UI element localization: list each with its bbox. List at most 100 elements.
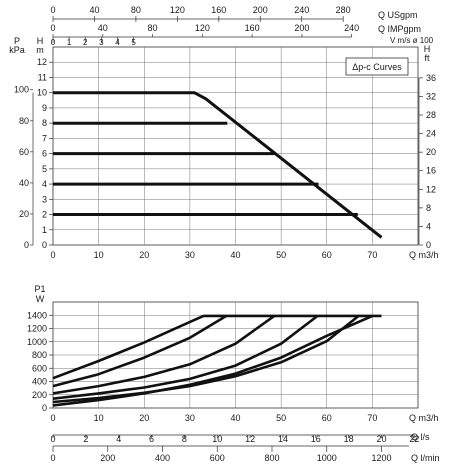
x-tick-label: 0 — [50, 250, 55, 260]
meters-axis-label: H — [37, 36, 44, 46]
ls-tick-label: 6 — [149, 434, 154, 444]
velocity-axis-label: V m/s ø 100 — [390, 36, 434, 45]
x-tick-label: 0 — [50, 413, 55, 423]
usgpm-tick-label: 40 — [89, 5, 99, 15]
lmin-tick-label: 0 — [50, 453, 55, 463]
kpa-tick-label: 80 — [19, 116, 29, 126]
x-tick-label: 50 — [276, 413, 286, 423]
power-series-6 — [52, 314, 373, 407]
velocity-tick-label: 1 — [67, 38, 72, 47]
legend-text: Δp-c Curves — [352, 62, 402, 72]
impgpm-tick-label: 80 — [148, 23, 158, 33]
feet-tick-label: 12 — [426, 184, 436, 194]
meters-tick-label: 12 — [37, 57, 47, 67]
feet-tick-label: 16 — [426, 166, 436, 176]
x-tick-label: 40 — [230, 250, 240, 260]
x-tick-label: 20 — [139, 250, 149, 260]
kpa-tick-label: 60 — [19, 147, 29, 157]
feet-axis-unit: ft — [424, 53, 430, 63]
lmin-tick-label: 200 — [100, 453, 115, 463]
x-tick-label: 10 — [94, 413, 104, 423]
x-tick-label: 30 — [185, 250, 195, 260]
impgpm-axis-label: Q IMPgpm — [378, 24, 421, 34]
meters-axis-unit: m — [36, 45, 44, 55]
meters-tick-label: 3 — [42, 194, 47, 204]
ls-axis-label: Q l/s — [411, 432, 430, 442]
feet-tick-label: 36 — [426, 73, 436, 83]
ls-tick-label: 14 — [278, 434, 288, 444]
x-tick-label: 50 — [276, 250, 286, 260]
usgpm-tick-label: 200 — [253, 5, 268, 15]
legend-box — [345, 57, 409, 76]
meters-tick-label: 7 — [42, 133, 47, 143]
velocity-tick-label: 3 — [99, 38, 104, 47]
meters-tick-label: 1 — [42, 225, 47, 235]
feet-tick-label: 20 — [426, 147, 436, 157]
feet-tick-label: 24 — [426, 129, 436, 139]
lmin-tick-label: 600 — [210, 453, 225, 463]
meters-tick-label: 4 — [42, 179, 47, 189]
x-tick-label: 70 — [367, 413, 377, 423]
lmin-tick-label: 800 — [264, 453, 279, 463]
lmin-tick-label: 400 — [155, 453, 170, 463]
kpa-tick-label: 20 — [19, 209, 29, 219]
x-tick-label: 30 — [185, 413, 195, 423]
x-tick-label: 70 — [367, 250, 377, 260]
x-tick-label: 60 — [322, 413, 332, 423]
power-series-2 — [52, 314, 228, 388]
ls-tick-label: 10 — [212, 434, 222, 444]
lmin-axis-label: Q l/min — [411, 453, 440, 463]
ls-tick-label: 0 — [50, 434, 55, 444]
ls-tick-label: 12 — [245, 434, 255, 444]
ls-tick-label: 4 — [116, 434, 121, 444]
power-tick-label: 400 — [32, 377, 47, 387]
impgpm-tick-label: 160 — [245, 23, 260, 33]
ls-tick-label: 16 — [311, 434, 321, 444]
impgpm-tick-label: 200 — [294, 23, 309, 33]
x-tick-label: 40 — [230, 413, 240, 423]
feet-tick-label: 4 — [426, 221, 431, 231]
lmin-tick-label: 1200 — [371, 453, 391, 463]
velocity-tick-label: 2 — [83, 38, 88, 47]
usgpm-axis-label: Q USgpm — [378, 10, 418, 20]
feet-tick-label: 32 — [426, 91, 436, 101]
x-axis-label: Q m3/h — [409, 413, 439, 423]
delta-p-series-1 — [53, 91, 383, 239]
x-tick-label: 60 — [322, 250, 332, 260]
usgpm-tick-label: 80 — [131, 5, 141, 15]
x-tick-label: 20 — [139, 413, 149, 423]
lmin-tick-label: 1000 — [317, 453, 337, 463]
velocity-tick-label: 5 — [131, 38, 136, 47]
kpa-tick-label: 100 — [14, 85, 29, 95]
power-series-3 — [52, 314, 276, 395]
impgpm-tick-label: 120 — [195, 23, 210, 33]
usgpm-tick-label: 120 — [170, 5, 185, 15]
kpa-tick-label: 0 — [24, 240, 29, 250]
impgpm-tick-label: 240 — [344, 23, 359, 33]
power-tick-label: 1200 — [27, 324, 47, 334]
feet-tick-label: 8 — [426, 203, 431, 213]
meters-tick-label: 9 — [42, 103, 47, 113]
feet-tick-label: 28 — [426, 110, 436, 120]
power-tick-label: 1400 — [27, 310, 47, 320]
usgpm-tick-label: 240 — [294, 5, 309, 15]
x-axis-label: Q m3/h — [409, 250, 439, 260]
usgpm-tick-label: 0 — [50, 5, 55, 15]
power-series-4 — [52, 314, 319, 400]
ls-tick-label: 18 — [344, 434, 354, 444]
ls-tick-label: 8 — [182, 434, 187, 444]
velocity-tick-label: 4 — [115, 38, 120, 47]
velocity-tick-label: 0 — [51, 38, 56, 47]
ls-tick-label: 2 — [83, 434, 88, 444]
power-tick-label: 800 — [32, 350, 47, 360]
impgpm-tick-label: 40 — [98, 23, 108, 33]
power-tick-label: 200 — [32, 390, 47, 400]
meters-tick-label: 11 — [38, 72, 47, 82]
usgpm-tick-label: 280 — [336, 5, 351, 15]
power-tick-label: 1000 — [27, 337, 47, 347]
meters-tick-label: 2 — [42, 210, 47, 220]
usgpm-tick-label: 160 — [211, 5, 226, 15]
